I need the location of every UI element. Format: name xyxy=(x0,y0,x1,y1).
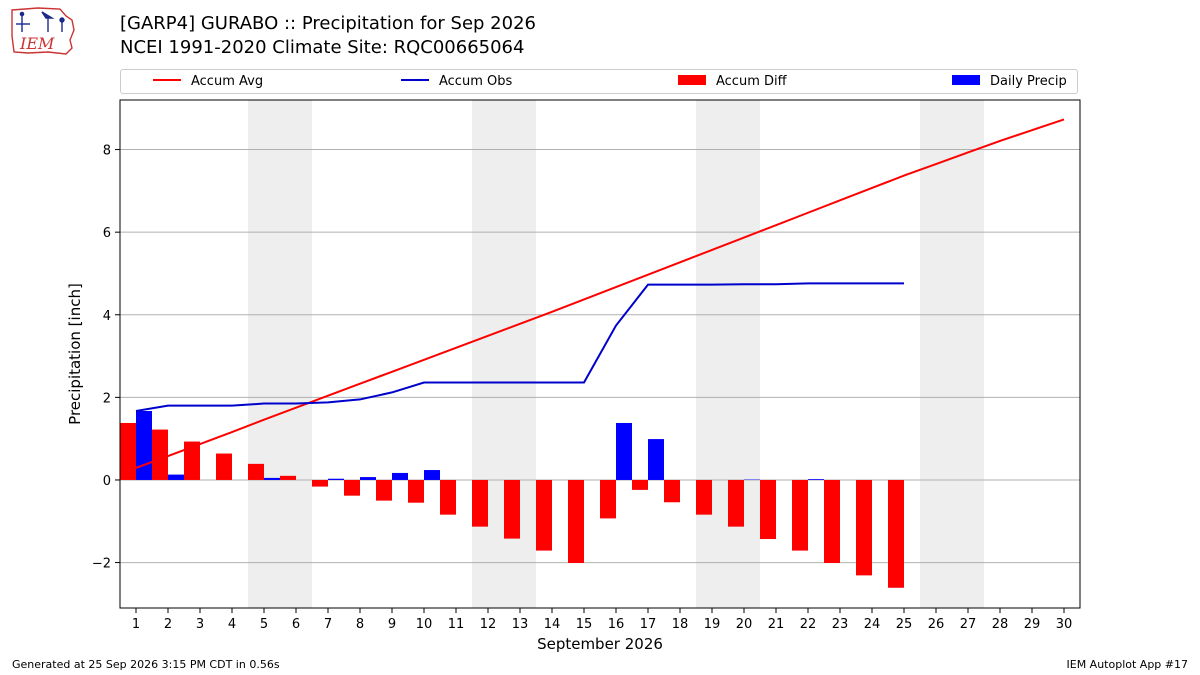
daily-precip-bar-22 xyxy=(808,479,824,480)
footer-generated: Generated at 25 Sep 2026 3:15 PM CDT in … xyxy=(12,658,280,671)
xtick-label-14: 14 xyxy=(544,617,561,632)
legend-label-accum-avg: Accum Avg xyxy=(191,74,264,89)
ytick-label-0: −2 xyxy=(92,557,111,572)
legend: Accum Avg Accum Obs Accum Diff Daily Pre… xyxy=(120,69,1078,94)
xtick-label-6: 6 xyxy=(292,617,300,632)
y-axis-label: Precipitation [inch] xyxy=(66,283,84,425)
legend-swatch-accum-avg xyxy=(153,79,181,81)
xtick-label-29: 29 xyxy=(1024,617,1041,632)
accum-diff-bar-16 xyxy=(600,479,616,519)
legend-item-accum-avg: Accum Avg xyxy=(153,73,263,90)
logo-text: IEM xyxy=(19,34,55,53)
xtick-label-26: 26 xyxy=(928,617,945,632)
legend-label-accum-diff: Accum Diff xyxy=(716,74,787,89)
accum-diff-bar-12 xyxy=(472,479,488,527)
accum-diff-bar-21 xyxy=(760,479,776,540)
xtick-label-10: 10 xyxy=(416,617,433,632)
xtick-label-4: 4 xyxy=(228,617,236,632)
legend-swatch-accum-diff xyxy=(678,75,706,85)
daily-precip-bar-16 xyxy=(616,422,632,480)
xtick-label-12: 12 xyxy=(480,617,497,632)
accum-diff-bar-25 xyxy=(888,479,904,588)
xtick-label-1: 1 xyxy=(132,617,140,632)
daily-precip-bar-17 xyxy=(648,439,664,480)
legend-label-accum-obs: Accum Obs xyxy=(439,74,513,89)
accum-diff-bar-18 xyxy=(664,479,680,503)
accum-diff-bar-20 xyxy=(728,479,744,527)
accum-diff-bar-10 xyxy=(408,479,424,503)
xtick-label-24: 24 xyxy=(864,617,881,632)
accum-diff-bar-6 xyxy=(280,475,296,480)
xtick-label-8: 8 xyxy=(356,617,364,632)
xtick-label-18: 18 xyxy=(672,617,689,632)
accum-diff-bar-13 xyxy=(504,479,520,539)
chart-subtitle: NCEI 1991-2020 Climate Site: RQC00665064 xyxy=(120,37,525,58)
accum-diff-bar-9 xyxy=(376,479,392,501)
xtick-label-17: 17 xyxy=(640,617,657,632)
accum-diff-bar-2 xyxy=(152,429,168,480)
daily-precip-bar-10 xyxy=(424,470,440,480)
accum-diff-bar-3 xyxy=(184,441,200,480)
plot-frame xyxy=(119,99,1081,609)
xtick-label-15: 15 xyxy=(576,617,593,632)
xtick-label-22: 22 xyxy=(800,617,817,632)
daily-precip-bar-1 xyxy=(136,410,152,480)
accum-diff-bar-11 xyxy=(440,479,456,515)
daily-precip-bar-9 xyxy=(392,472,408,480)
legend-swatch-daily-precip xyxy=(952,75,980,85)
daily-precip-bar-7 xyxy=(328,478,344,480)
ytick-label-5: 8 xyxy=(103,144,111,159)
weekend-band-4 xyxy=(920,100,984,608)
xtick-label-19: 19 xyxy=(704,617,721,632)
x-axis-label: September 2026 xyxy=(537,635,663,653)
accum-diff-bar-5 xyxy=(248,463,264,480)
accum-diff-bar-7 xyxy=(312,479,328,487)
daily-precip-bar-8 xyxy=(360,477,376,480)
footer-app: IEM Autoplot App #17 xyxy=(1066,658,1189,671)
accum-diff-bar-23 xyxy=(824,479,840,563)
xtick-label-16: 16 xyxy=(608,617,625,632)
legend-item-accum-diff: Accum Diff xyxy=(678,73,787,90)
ytick-label-2: 2 xyxy=(103,391,111,406)
daily-precip-bar-2 xyxy=(168,474,184,480)
accum-avg-line xyxy=(135,118,1065,469)
ytick-label-3: 4 xyxy=(103,309,111,324)
xtick-label-21: 21 xyxy=(768,617,785,632)
weekend-band-3 xyxy=(696,100,760,608)
xtick-label-13: 13 xyxy=(512,617,529,632)
daily-precip-bar-5 xyxy=(264,477,280,480)
accum-diff-bar-24 xyxy=(856,479,872,576)
xtick-label-20: 20 xyxy=(736,617,753,632)
legend-label-daily-precip: Daily Precip xyxy=(990,74,1067,89)
accum-diff-bar-15 xyxy=(568,479,584,563)
chart-title: [GARP4] GURABO :: Precipitation for Sep … xyxy=(120,13,536,34)
legend-swatch-accum-obs xyxy=(401,79,429,81)
accum-diff-bar-17 xyxy=(632,479,648,490)
xtick-label-28: 28 xyxy=(992,617,1009,632)
accum-diff-bar-19 xyxy=(696,479,712,515)
xtick-label-2: 2 xyxy=(164,617,172,632)
accum-diff-bar-14 xyxy=(536,479,552,551)
xtick-label-27: 27 xyxy=(960,617,977,632)
ytick-label-1: 0 xyxy=(103,474,111,489)
xtick-label-23: 23 xyxy=(832,617,849,632)
ytick-label-4: 6 xyxy=(103,226,111,241)
iem-logo: IEM xyxy=(11,7,75,55)
accum-obs-line xyxy=(135,282,904,412)
legend-item-accum-obs: Accum Obs xyxy=(401,73,512,90)
accum-diff-bar-4 xyxy=(216,453,232,480)
xtick-label-3: 3 xyxy=(196,617,204,632)
xtick-label-5: 5 xyxy=(260,617,268,632)
xtick-label-9: 9 xyxy=(388,617,396,632)
xtick-label-30: 30 xyxy=(1056,617,1073,632)
accum-diff-bar-1 xyxy=(120,422,136,480)
accum-diff-bar-8 xyxy=(344,479,360,496)
xtick-label-7: 7 xyxy=(324,617,332,632)
legend-item-daily-precip: Daily Precip xyxy=(952,73,1067,90)
xtick-label-11: 11 xyxy=(448,617,465,632)
xtick-label-25: 25 xyxy=(896,617,913,632)
accum-diff-bar-22 xyxy=(792,479,808,551)
weekend-band-1 xyxy=(248,100,312,608)
